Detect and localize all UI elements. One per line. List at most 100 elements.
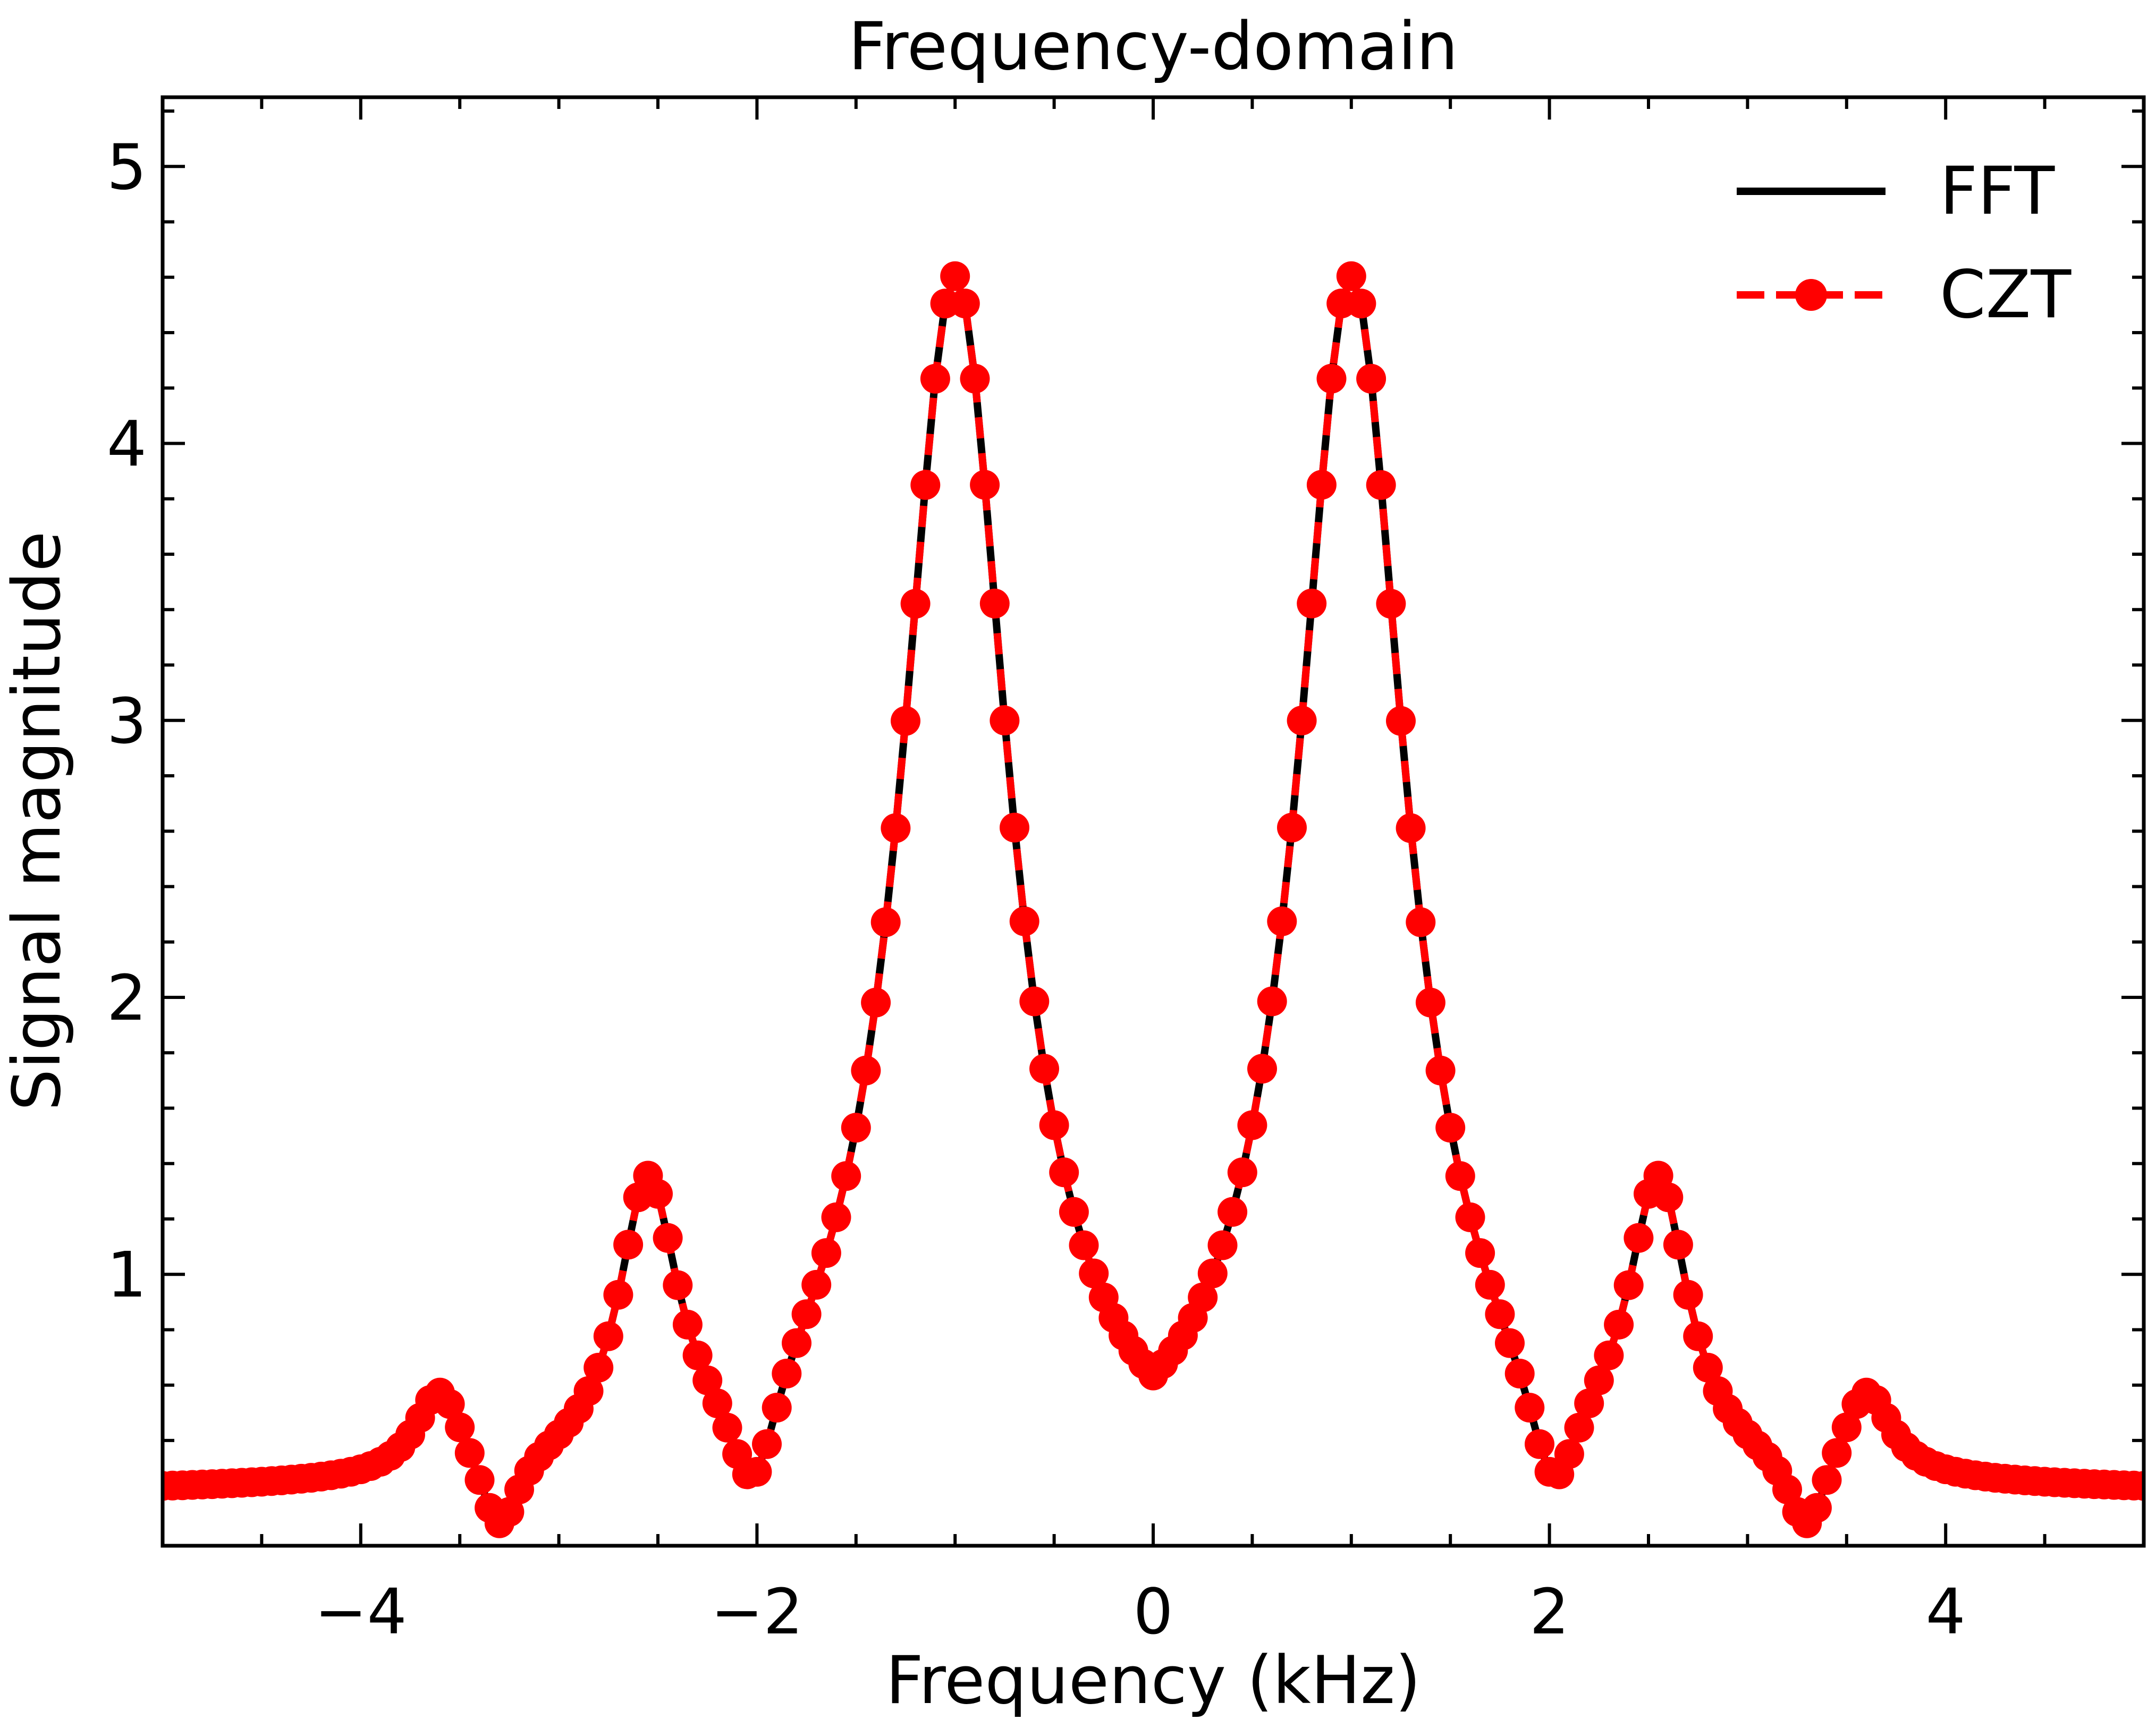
czt-data-point <box>772 1359 802 1388</box>
czt-data-point <box>1772 1475 1802 1504</box>
axis-ticks: −4 −2 0 2 4 1 2 3 4 5 <box>107 97 2144 1648</box>
czt-data-point <box>801 1269 832 1300</box>
czt-data-point <box>1039 1110 1069 1140</box>
x-tick-label: −2 <box>711 1575 803 1648</box>
czt-data-point <box>712 1412 742 1443</box>
czt-data-point <box>1663 1230 1693 1260</box>
czt-data-point <box>672 1309 703 1340</box>
czt-data-point <box>1019 986 1050 1017</box>
czt-data-point <box>1455 1202 1485 1232</box>
czt-data-point <box>445 1412 475 1443</box>
czt-data-point <box>1188 1282 1218 1312</box>
czt-data-point <box>464 1465 495 1495</box>
czt-data-point <box>821 1202 851 1232</box>
czt-data-point <box>1624 1223 1654 1253</box>
y-tick-label: 3 <box>107 684 147 758</box>
czt-data-point <box>1415 987 1445 1018</box>
czt-data-point <box>960 363 990 394</box>
czt-data-point <box>663 1270 693 1300</box>
series-line-fft <box>163 272 2144 1527</box>
czt-data-point <box>1584 1365 1614 1395</box>
czt-data-point <box>1604 1309 1634 1340</box>
czt-data-point <box>1207 1230 1238 1260</box>
czt-data-point <box>1237 1110 1267 1140</box>
y-axis-title: Signal magnitude <box>0 531 75 1111</box>
czt-data-point <box>1217 1197 1248 1227</box>
czt-data-point <box>762 1393 792 1423</box>
czt-data-point <box>1574 1388 1604 1418</box>
czt-data-point <box>702 1388 732 1418</box>
czt-data-point <box>950 289 980 319</box>
czt-data-point <box>682 1340 713 1370</box>
czt-data-point <box>1346 289 1376 319</box>
czt-data-point <box>1267 906 1297 936</box>
czt-data-point <box>831 1161 861 1191</box>
czt-data-point <box>990 706 1020 735</box>
x-tick-label: 0 <box>1133 1575 1173 1648</box>
czt-data-point <box>1386 706 1416 736</box>
czt-data-point <box>1257 986 1287 1017</box>
czt-data-point <box>1525 1429 1554 1459</box>
czt-data-point <box>1406 907 1436 937</box>
czt-data-point <box>1465 1238 1495 1268</box>
czt-data-point <box>1673 1280 1703 1310</box>
czt-data-point <box>1316 363 1347 394</box>
czt-data-point <box>1812 1465 1842 1495</box>
czt-data-point <box>1504 1359 1535 1388</box>
czt-data-point <box>1396 813 1426 843</box>
czt-data-point <box>1594 1340 1624 1370</box>
legend-label-czt: CZT <box>1940 257 2072 333</box>
czt-data-point <box>791 1299 822 1329</box>
czt-data-point <box>1227 1157 1257 1188</box>
czt-data-point <box>891 706 920 736</box>
czt-data-point <box>752 1429 782 1459</box>
czt-data-point <box>1049 1157 1079 1188</box>
czt-data-point <box>1515 1393 1545 1423</box>
czt-data-point <box>1306 470 1337 500</box>
series-line-czt <box>163 272 2144 1527</box>
czt-data-point <box>841 1113 871 1143</box>
plot-series <box>163 261 2144 1538</box>
czt-data-point <box>584 1352 614 1383</box>
czt-data-point <box>1435 1113 1466 1143</box>
x-tick-label: 4 <box>1926 1575 1966 1648</box>
czt-data-point <box>1000 812 1029 843</box>
czt-data-point <box>494 1497 525 1527</box>
czt-data-point <box>881 813 911 843</box>
czt-data-point <box>970 470 1000 500</box>
czt-data-point <box>1564 1412 1594 1443</box>
czt-data-point <box>1613 1270 1644 1300</box>
legend-marker-czt <box>1795 279 1827 311</box>
czt-data-point <box>782 1328 811 1358</box>
czt-data-point <box>851 1055 881 1086</box>
czt-data-point <box>1693 1352 1723 1383</box>
czt-data-point <box>1822 1438 1852 1468</box>
czt-data-point <box>573 1376 604 1406</box>
chart-title: Frequency-domain <box>848 9 1458 85</box>
czt-data-point <box>435 1389 465 1419</box>
czt-data-point <box>940 261 970 291</box>
czt-data-point <box>1495 1328 1525 1358</box>
y-tick-label: 5 <box>107 130 147 204</box>
czt-data-point <box>1069 1230 1099 1260</box>
czt-data-point <box>1485 1299 1515 1329</box>
czt-data-point <box>1277 812 1307 843</box>
czt-data-point <box>643 1179 673 1209</box>
czt-data-point <box>870 907 901 937</box>
czt-data-point <box>1653 1182 1684 1213</box>
czt-data-point <box>1247 1054 1277 1084</box>
plot-frame <box>160 95 2146 1548</box>
czt-data-point <box>1554 1439 1584 1469</box>
czt-data-point <box>1475 1269 1505 1300</box>
legend-label-fft: FFT <box>1940 153 2055 230</box>
y-tick-label: 2 <box>107 961 147 1035</box>
legend: FFT CZT <box>1737 153 2072 333</box>
czt-data-point <box>811 1238 841 1268</box>
czt-data-point <box>1297 588 1327 619</box>
czt-data-point <box>603 1280 633 1310</box>
czt-data-point <box>1802 1493 1832 1523</box>
y-tick-label: 1 <box>107 1238 147 1311</box>
czt-data-point <box>653 1223 683 1253</box>
czt-data-point <box>1376 589 1406 619</box>
x-tick-label: −4 <box>315 1575 407 1648</box>
